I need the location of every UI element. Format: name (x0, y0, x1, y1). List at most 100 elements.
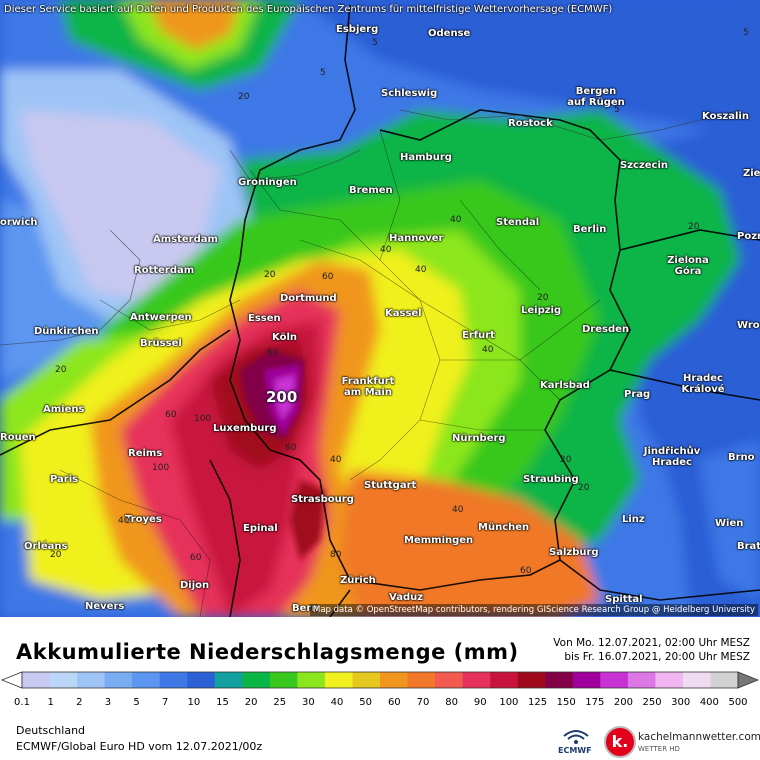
contour-label: 5 (614, 105, 620, 115)
scale-tick-label: 3 (104, 697, 112, 708)
scale-swatch (269, 672, 298, 688)
scale-tick-label: 40 (330, 697, 344, 708)
scale-tick-label: 400 (699, 697, 719, 708)
city-label: Amsterdam (153, 234, 218, 245)
city-label: Prag (624, 389, 651, 400)
city-label: Dortmund (280, 293, 337, 304)
contour-label: 40 (482, 345, 494, 355)
contour-label: 5 (320, 68, 326, 78)
scale-tick-label: 0.1 (14, 697, 30, 708)
max-precipitation-label: 200 (266, 388, 298, 406)
scale-tick-label: 2 (76, 697, 83, 708)
scale-tick-label: 60 (387, 697, 401, 708)
scale-tick-label: 150 (556, 697, 576, 708)
scale-swatch (545, 672, 574, 688)
contour-label: 100 (152, 463, 170, 473)
contour-label: 40 (330, 455, 342, 465)
model-run-label: ECMWF/Global Euro HD vom 12.07.2021/00z (16, 740, 263, 753)
period-to: bis Fr. 16.07.2021, 20:00 Uhr MESZ (564, 651, 750, 663)
contour-label: 20 (578, 483, 590, 493)
city-label: Rotterdam (134, 265, 195, 276)
city-label: Wro (737, 320, 760, 331)
contour-label: 60 (322, 272, 334, 282)
city-label: Straubing (523, 474, 579, 485)
scale-tick-label: 175 (585, 697, 605, 708)
precipitation-field (0, 0, 760, 617)
kachelmann-logo-icon: k. (604, 726, 636, 758)
map-attribution: Map data © OpenStreetMap contributors, r… (310, 604, 758, 616)
city-label: Bergen auf Rügen (567, 86, 625, 108)
scale-swatch (132, 672, 161, 688)
city-label: Groningen (238, 177, 297, 188)
scale-tick-label: 5 (133, 697, 140, 708)
scale-swatch (49, 672, 78, 688)
city-label: Brüssel (140, 338, 182, 349)
city-label: Karlsbad (540, 380, 590, 391)
scale-tick-label: 80 (445, 697, 458, 708)
scale-tick-label: 30 (302, 697, 315, 708)
city-label: orwich (0, 217, 38, 228)
scale-tick-label: 300 (671, 697, 691, 708)
contour-label: 100 (194, 414, 212, 424)
scale-swatch (710, 672, 739, 688)
city-label: Antwerpen (130, 312, 192, 323)
contour-label: 20 (238, 92, 250, 102)
contour-label: 20 (560, 455, 572, 465)
scale-tick-label: 500 (728, 697, 748, 708)
city-label: Epinal (243, 523, 278, 534)
city-label: Amiens (43, 404, 85, 415)
contour-label: 40 (380, 245, 392, 255)
color-scale-bar (0, 671, 760, 689)
precipitation-map[interactable]: Dieser Service basiert auf Daten und Pro… (0, 0, 760, 617)
scale-arrow-left (0, 671, 23, 689)
city-label: Zie (743, 168, 760, 179)
city-label: Zielona Góra (667, 255, 709, 277)
scale-swatch (297, 672, 326, 688)
city-label: Luxemburg (213, 423, 277, 434)
scale-tick-label: 15 (216, 697, 229, 708)
ecmwf-notice: Dieser Service basiert auf Daten und Pro… (4, 4, 613, 15)
city-label: München (478, 522, 530, 533)
ecmwf-label: ECMWF (558, 746, 592, 755)
city-label: Troyes (125, 514, 162, 525)
city-label: Nürnberg (452, 433, 506, 444)
city-label: Dijon (180, 580, 210, 591)
city-label: Dünkirchen (34, 326, 99, 337)
city-label: Paris (50, 474, 79, 485)
city-label: Jindřichův Hradec (643, 446, 701, 468)
city-label: Brat (737, 541, 760, 552)
city-label: Esbjerg (336, 24, 379, 35)
contour-label: 60 (165, 410, 177, 420)
scale-swatch (655, 672, 684, 688)
city-label: Wien (715, 518, 744, 529)
scale-swatch (572, 672, 601, 688)
city-label: Nevers (85, 601, 125, 612)
contour-label: 5 (372, 38, 378, 48)
city-label: Odense (428, 28, 471, 39)
contour-label: 20 (537, 293, 549, 303)
scale-swatch (352, 672, 381, 688)
scale-swatch (187, 672, 216, 688)
contour-label: 40 (450, 215, 462, 225)
city-label: Pozn (737, 231, 760, 242)
scale-tick-label: 25 (273, 697, 287, 708)
scale-tick-label: 200 (613, 697, 633, 708)
city-label: Orléans (24, 541, 68, 552)
scale-tick-label: 90 (473, 697, 487, 708)
city-label: Hradec Králové (681, 373, 725, 395)
map-title: Akkumulierte Niederschlagsmenge (mm) (16, 640, 519, 664)
city-label: Memmingen (404, 535, 474, 546)
city-label: Berlin (573, 224, 607, 235)
forecast-period: Von Mo. 12.07.2021, 02:00 Uhr MESZ bis F… (553, 636, 750, 664)
contour-label: 20 (50, 550, 62, 560)
city-label: Rostock (508, 118, 553, 129)
scale-tick-label: 50 (359, 697, 373, 708)
ecmwf-logo-icon (563, 730, 589, 744)
region-label: Deutschland (16, 724, 86, 737)
scale-arrow-right (737, 671, 760, 689)
scale-swatch (627, 672, 656, 688)
city-label: Essen (248, 313, 281, 324)
scale-swatch (242, 672, 271, 688)
contour-label: 40 (415, 265, 427, 275)
scale-swatch (380, 672, 409, 688)
